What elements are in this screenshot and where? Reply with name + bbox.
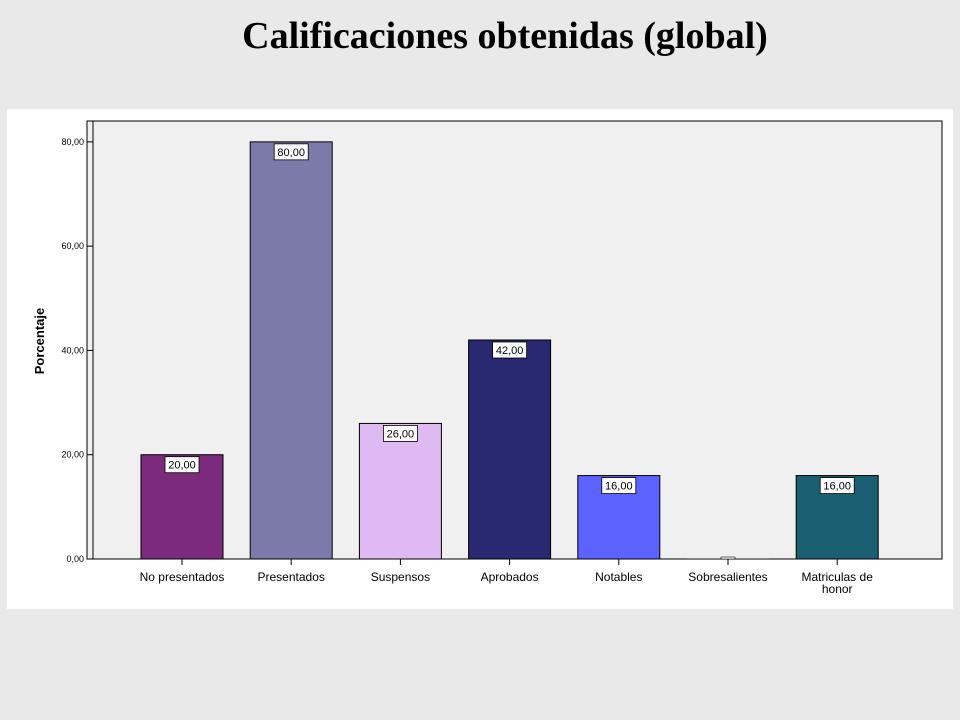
value-label-box — [492, 341, 528, 359]
bar — [577, 475, 661, 560]
value-label: 20,00 — [168, 460, 196, 472]
y-axis: 0,00 20,00 40,00 60,00 80,00 — [61, 121, 94, 564]
value-label-box — [273, 143, 309, 161]
y-tick-label: 20,00 — [61, 450, 84, 460]
x-tick-label: Notables — [595, 570, 642, 584]
value-label: 26,00 — [387, 428, 415, 440]
x-tick-label: No presentados — [140, 570, 225, 584]
chart-title: Calificaciones obtenidas (global) — [242, 15, 768, 57]
x-tick-label: Suspensos — [371, 570, 430, 584]
y-tick-label: 80,00 — [61, 137, 84, 147]
value-label: 16,00 — [823, 481, 851, 493]
value-label: 80,00 — [277, 147, 305, 159]
value-label-box — [819, 477, 855, 494]
y-tick-label: 60,00 — [61, 241, 84, 251]
bar — [468, 339, 552, 560]
x-axis: No presentados Presentados Suspensos Aproba… — [93, 558, 907, 596]
x-tick-label: Presentados — [258, 570, 325, 584]
value-label-box — [382, 425, 418, 442]
bar — [249, 141, 333, 560]
x-tick-label: Aprobados — [481, 570, 539, 584]
y-tick-label: 40,00 — [61, 345, 84, 355]
y-tick-label: 0,00 — [66, 554, 84, 564]
bar — [358, 422, 442, 560]
bar-chart: 0,00 20,00 40,00 60,00 80,00 No presentados P… — [32, 120, 943, 596]
value-label-box — [601, 477, 637, 494]
bar-zero-marker — [720, 556, 736, 560]
x-tick-label: Sobresalientes — [688, 570, 767, 584]
chart-panel: 0,00 20,00 40,00 60,00 80,00 No presentados P… — [7, 109, 953, 609]
y-axis-label: Porcentaje — [32, 308, 47, 374]
value-label: 42,00 — [496, 345, 524, 357]
value-label-box — [164, 456, 200, 474]
x-tick-label: Matriculas de honor — [802, 570, 874, 596]
value-label: 16,00 — [605, 481, 633, 493]
value-labels: 20,00 80,00 26,00 42,00 16,00 16,00 — [164, 143, 855, 494]
